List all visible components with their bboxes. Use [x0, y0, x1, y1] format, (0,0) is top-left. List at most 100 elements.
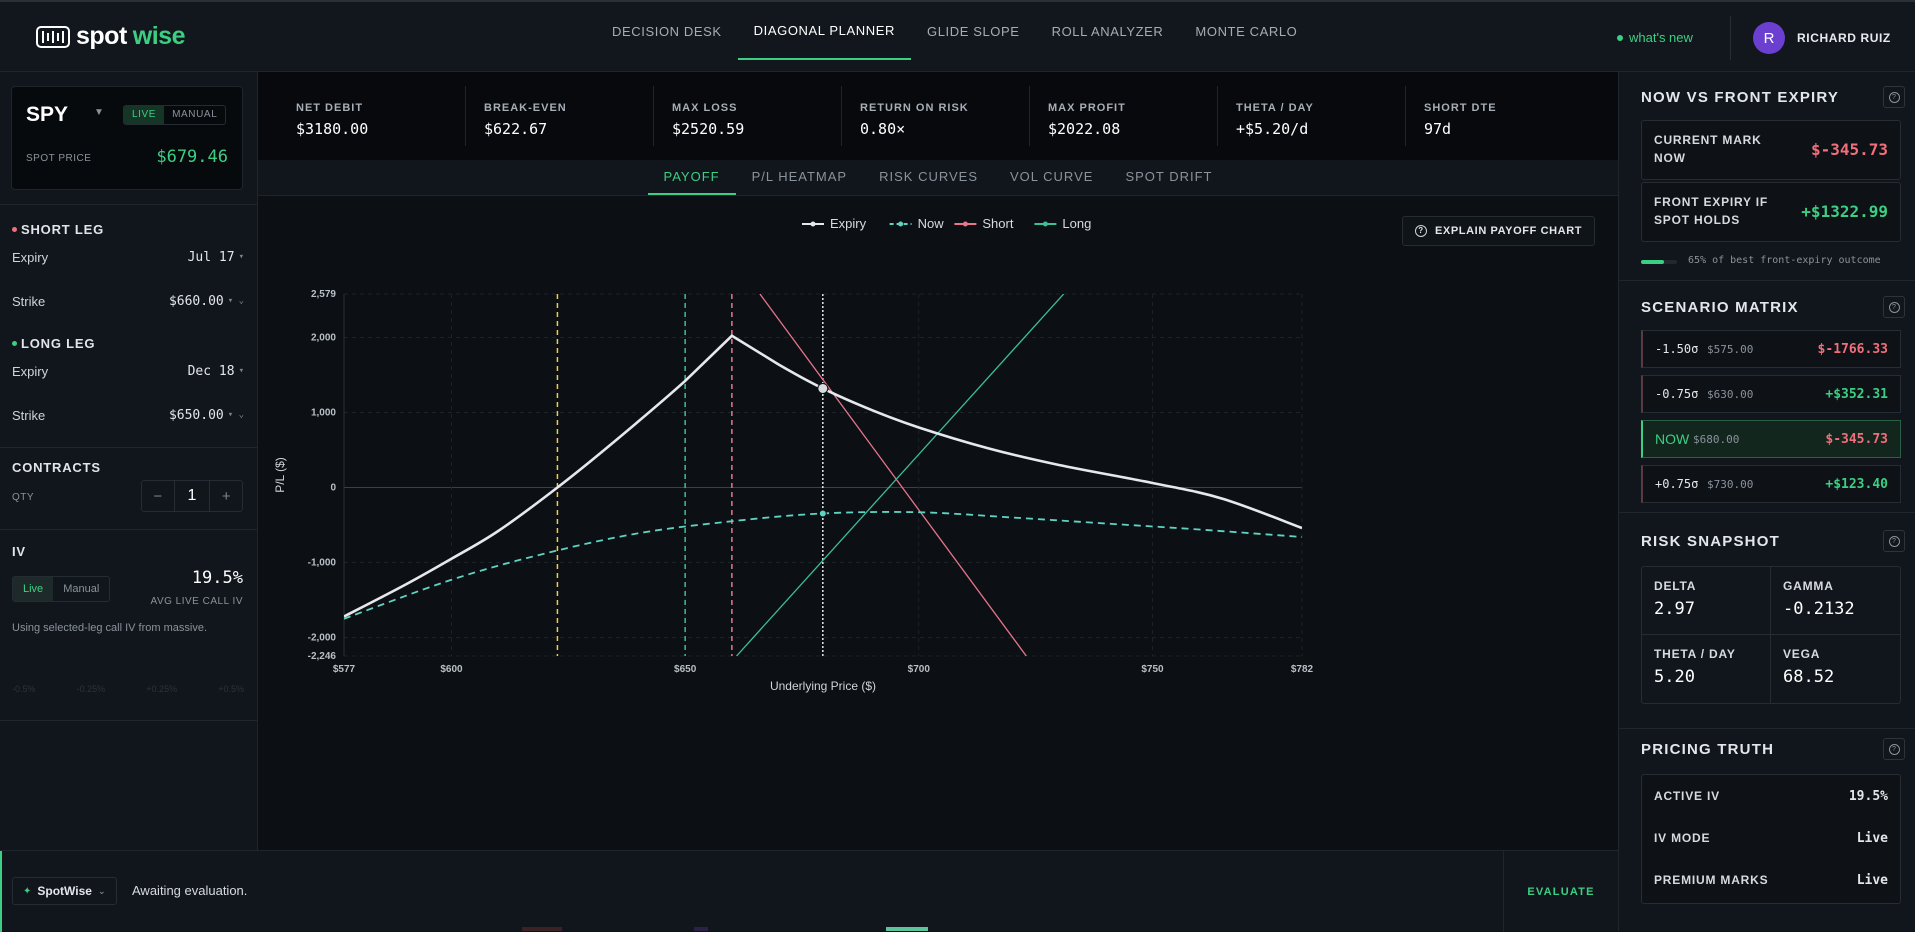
spot-marker	[817, 382, 829, 394]
divider	[0, 720, 258, 721]
scenario-row-now[interactable]: NOW $680.00 $-345.73	[1641, 420, 1901, 458]
risk-label: VEGA	[1783, 647, 1821, 661]
mode-live-button[interactable]: LIVE	[124, 106, 165, 124]
help-button[interactable]: ?	[1883, 738, 1905, 760]
x-tick-label: $700	[908, 664, 931, 675]
quantity-value[interactable]: 1	[173, 481, 211, 511]
outcome-progress-bar	[1641, 260, 1677, 264]
metric-label: NET DEBIT	[296, 102, 364, 114]
explain-payoff-button[interactable]: ? EXPLAIN PAYOFF CHART	[1402, 216, 1596, 246]
iv-nudge-button[interactable]: +0.5%	[218, 684, 244, 694]
tab-vol-curve[interactable]: VOL CURVE	[1010, 169, 1094, 184]
ticker-card: SPY ▼ LIVE MANUAL SPOT PRICE $679.46	[11, 86, 243, 190]
help-button[interactable]: ?	[1883, 86, 1905, 108]
short-strike-select[interactable]: $660.00 ▾ ⌄	[169, 294, 244, 309]
nav-roll-analyzer[interactable]: ROLL ANALYZER	[1051, 23, 1164, 39]
metric-label: THETA / DAY	[1236, 102, 1314, 114]
risk-gamma: GAMMA -0.2132	[1771, 567, 1900, 635]
metric-max-loss: MAX LOSS $2520.59	[654, 86, 842, 146]
nav-monte-carlo[interactable]: MONTE CARLO	[1195, 23, 1298, 39]
brand-logo[interactable]: spot wise	[36, 22, 185, 51]
front-expiry-value: +$1322.99	[1801, 201, 1888, 221]
iv-nudge-button[interactable]: +0.25%	[146, 684, 178, 694]
scenario-row[interactable]: -1.50σ $575.00 $-1766.33	[1641, 330, 1901, 368]
help-button[interactable]: ?	[1883, 296, 1905, 318]
legend-label: Now	[918, 216, 945, 231]
nav-decision-desk[interactable]: DECISION DESK	[612, 23, 722, 39]
current-mark-value: $-345.73	[1810, 139, 1888, 159]
scenario-sigma: -1.50σ	[1655, 342, 1699, 356]
y-axis-label: P/L ($)	[273, 457, 287, 493]
current-mark-row: CURRENT MARK NOW $-345.73	[1642, 121, 1900, 177]
metric-value: $3180.00	[296, 120, 369, 138]
iv-value: 19.5%	[191, 568, 243, 588]
long-strike-select[interactable]: $650.00 ▾ ⌄	[169, 408, 244, 423]
user-menu[interactable]: R RICHARD RUIZ	[1730, 16, 1891, 60]
whats-new-label: what's new	[1629, 30, 1693, 45]
user-name: RICHARD RUIZ	[1797, 31, 1891, 45]
mode-manual-button[interactable]: MANUAL	[172, 109, 218, 120]
iv-nudge-button[interactable]: -0.25%	[76, 684, 106, 694]
help-icon: ?	[1415, 225, 1427, 237]
status-bar: ✦ SpotWise ⌄ Awaiting evaluation. EVALUA…	[0, 850, 1618, 932]
risk-delta: DELTA 2.97	[1642, 567, 1771, 635]
scenario-sigma: NOW	[1655, 431, 1690, 447]
ticker-dropdown-icon[interactable]: ▼	[94, 107, 104, 118]
risk-label: GAMMA	[1783, 579, 1834, 593]
taskbar-hint	[886, 927, 928, 931]
increment-button[interactable]: +	[221, 487, 231, 505]
short-expiry-label: Expiry	[12, 249, 49, 265]
taskbar-hint	[522, 927, 562, 931]
evaluate-button[interactable]: EVALUATE	[1503, 851, 1618, 932]
iv-note: Using selected-leg call IV from massive.	[12, 622, 208, 634]
whats-new-link[interactable]: what's new	[1617, 30, 1693, 45]
quantity-stepper: − 1 +	[141, 480, 243, 512]
price-mode-toggle: LIVE MANUAL	[123, 105, 227, 125]
y-tick-label: 0	[330, 482, 336, 493]
help-button[interactable]: ?	[1883, 530, 1905, 552]
legend-dot	[962, 221, 968, 227]
logo-icon	[36, 25, 70, 48]
top-bar: spot wise DECISION DESK DIAGONAL PLANNER …	[0, 0, 1915, 72]
tab-pl-heatmap[interactable]: P/L HEATMAP	[751, 169, 848, 184]
short-expiry-row[interactable]: Expiry Jul 17 ▾	[12, 245, 244, 269]
long-strike-row[interactable]: Strike $650.00 ▾ ⌄	[12, 403, 244, 427]
scenario-title: SCENARIO MATRIX	[1641, 298, 1799, 316]
short-expiry-select[interactable]: Jul 17 ▾	[188, 250, 244, 265]
avatar: R	[1753, 22, 1785, 54]
legend-label: Short	[982, 216, 1013, 231]
iv-nudge-button[interactable]: -0.5%	[12, 684, 36, 694]
scenario-sigma: +0.75σ	[1655, 477, 1699, 491]
tab-spot-drift[interactable]: SPOT DRIFT	[1125, 169, 1213, 184]
decrement-button[interactable]: −	[153, 487, 163, 505]
truth-label: PREMIUM MARKS	[1654, 873, 1769, 887]
tab-payoff[interactable]: PAYOFF	[647, 160, 736, 195]
spot-price-label: SPOT PRICE	[26, 153, 92, 164]
iv-mode-toggle: Live Manual	[12, 576, 111, 602]
tab-risk-curves[interactable]: RISK CURVES	[879, 169, 979, 184]
iv-manual-button[interactable]: Manual	[63, 583, 100, 595]
iv-nudge-row: -0.5% -0.25% +0.25% +0.5%	[12, 684, 244, 694]
status-message: Awaiting evaluation.	[132, 883, 248, 898]
long-expiry-select[interactable]: Dec 18 ▾	[188, 364, 244, 379]
metric-value: +$5.20/d	[1236, 120, 1309, 138]
nav-diagonal-planner[interactable]: DIAGONAL PLANNER	[737, 2, 911, 60]
agent-select[interactable]: ✦ SpotWise ⌄	[12, 877, 117, 905]
chart-tabs: PAYOFF P/L HEATMAP RISK CURVES VOL CURVE…	[258, 160, 1618, 196]
metric-max-profit: MAX PROFIT $2022.08	[1030, 86, 1218, 146]
front-expiry-card: FRONT EXPIRY IF SPOT HOLDS +$1322.99	[1641, 182, 1901, 242]
ticker-symbol[interactable]: SPY	[26, 103, 69, 126]
scenario-row[interactable]: -0.75σ $630.00 +$352.31	[1641, 375, 1901, 413]
risk-header: RISK SNAPSHOT ?	[1641, 530, 1905, 552]
metric-value: $2520.59	[672, 120, 745, 138]
nav-glide-slope[interactable]: GLIDE SLOPE	[926, 23, 1020, 39]
iv-live-button[interactable]: Live	[13, 577, 54, 601]
short-strike-row[interactable]: Strike $660.00 ▾ ⌄	[12, 289, 244, 313]
metric-label: MAX PROFIT	[1048, 102, 1126, 114]
payoff-chart[interactable]: 2,579 2,000 1,000 0 -1,000 -2,000 -2,246 $577 $6…	[258, 196, 1618, 850]
scenario-row[interactable]: +0.75σ $730.00 +$123.40	[1641, 465, 1901, 503]
metric-theta-day: THETA / DAY +$5.20/d	[1218, 86, 1406, 146]
long-expiry-row[interactable]: Expiry Dec 18 ▾	[12, 359, 244, 383]
current-mark-label-line1: CURRENT MARK	[1654, 133, 1762, 147]
outcome-progress-text: 65% of best front-expiry outcome	[1688, 255, 1881, 266]
